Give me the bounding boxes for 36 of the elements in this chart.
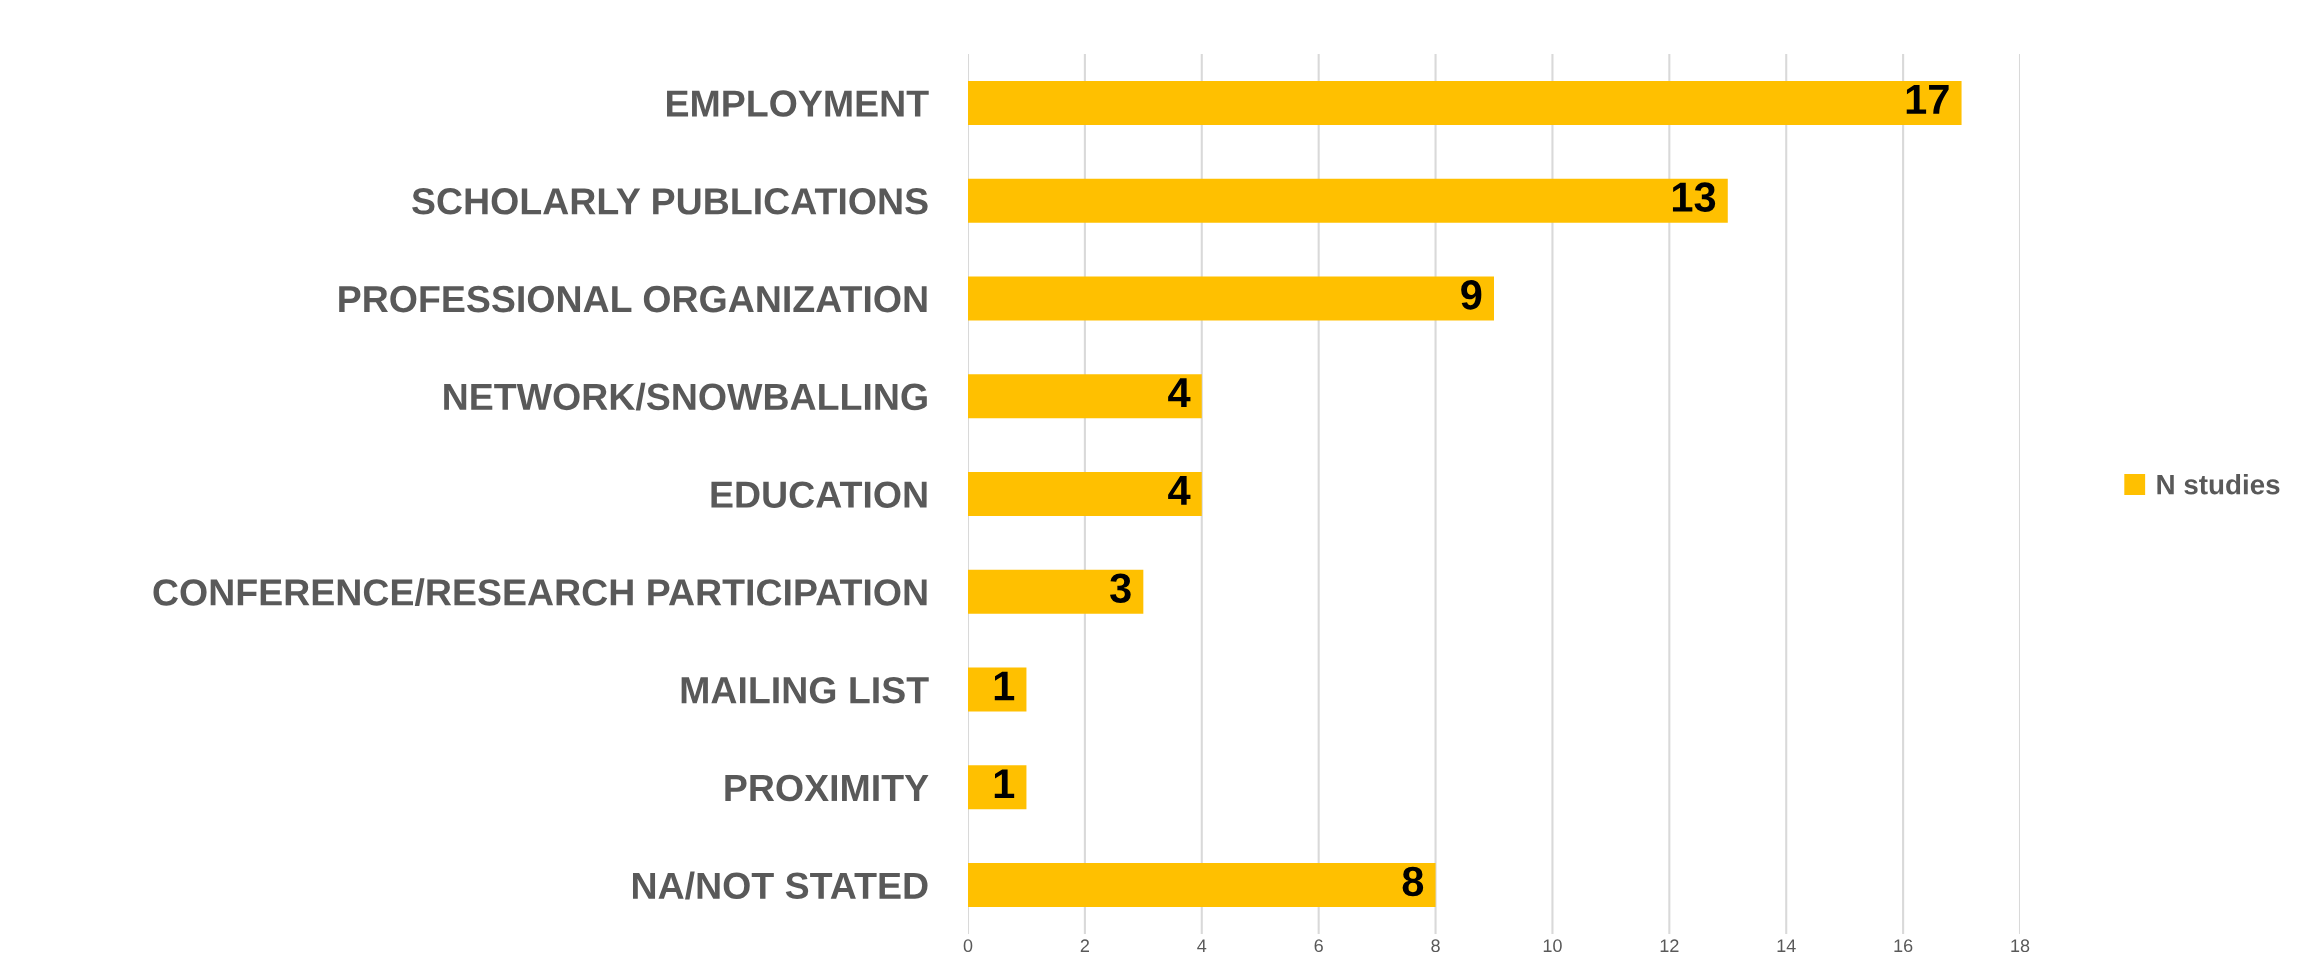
- y-tick-label: MAILING LIST: [681, 676, 929, 704]
- y-tick-label: EMPLOYMENT: [667, 90, 929, 117]
- data-label: 3: [1110, 573, 1131, 604]
- data-label: 9: [1461, 280, 1482, 310]
- data-label: 17: [1906, 85, 1949, 114]
- data-label: 4: [1168, 476, 1191, 505]
- data-label: 13: [1672, 182, 1716, 212]
- legend-label: N studies: [2157, 474, 2280, 495]
- y-tick-label: PROFESSIONAL ORGANIZATION: [339, 285, 927, 313]
- bar: [968, 374, 1202, 419]
- data-label: 8: [1402, 866, 1424, 897]
- bar: [968, 569, 1144, 614]
- x-tick-label: 4: [1197, 939, 1207, 952]
- x-tick-label: 10: [1543, 939, 1562, 953]
- y-tick-label: NA/NOT STATED: [633, 871, 928, 900]
- x-tick-label: 12: [1660, 939, 1679, 952]
- bar: [968, 276, 1494, 321]
- bar: [968, 863, 1436, 908]
- x-tick-label: 6: [1314, 939, 1323, 953]
- y-tick-label: PROXIMITY: [725, 774, 929, 802]
- x-tick-label: 14: [1777, 939, 1796, 952]
- y-tick-label: CONFERENCE/RESEARCH PARTICIPATION: [153, 578, 927, 607]
- bar: [968, 80, 1962, 125]
- x-tick-label: 18: [2011, 939, 2030, 953]
- x-tick-label: 0: [963, 939, 973, 953]
- data-label: 1: [994, 769, 1015, 799]
- bar: [968, 472, 1202, 516]
- x-tick-label: 2: [1080, 939, 1089, 952]
- y-tick-label: EDUCATION: [711, 481, 927, 508]
- x-tick-label: 16: [1894, 939, 1913, 953]
- y-tick-label: SCHOLARLY PUBLICATIONS: [412, 188, 928, 215]
- bar: [968, 178, 1728, 223]
- data-label: 1: [994, 671, 1015, 701]
- data-label: 4: [1168, 378, 1191, 407]
- x-tick-label: 8: [1431, 939, 1440, 953]
- y-tick-label: NETWORK/SNOWBALLING: [444, 382, 927, 411]
